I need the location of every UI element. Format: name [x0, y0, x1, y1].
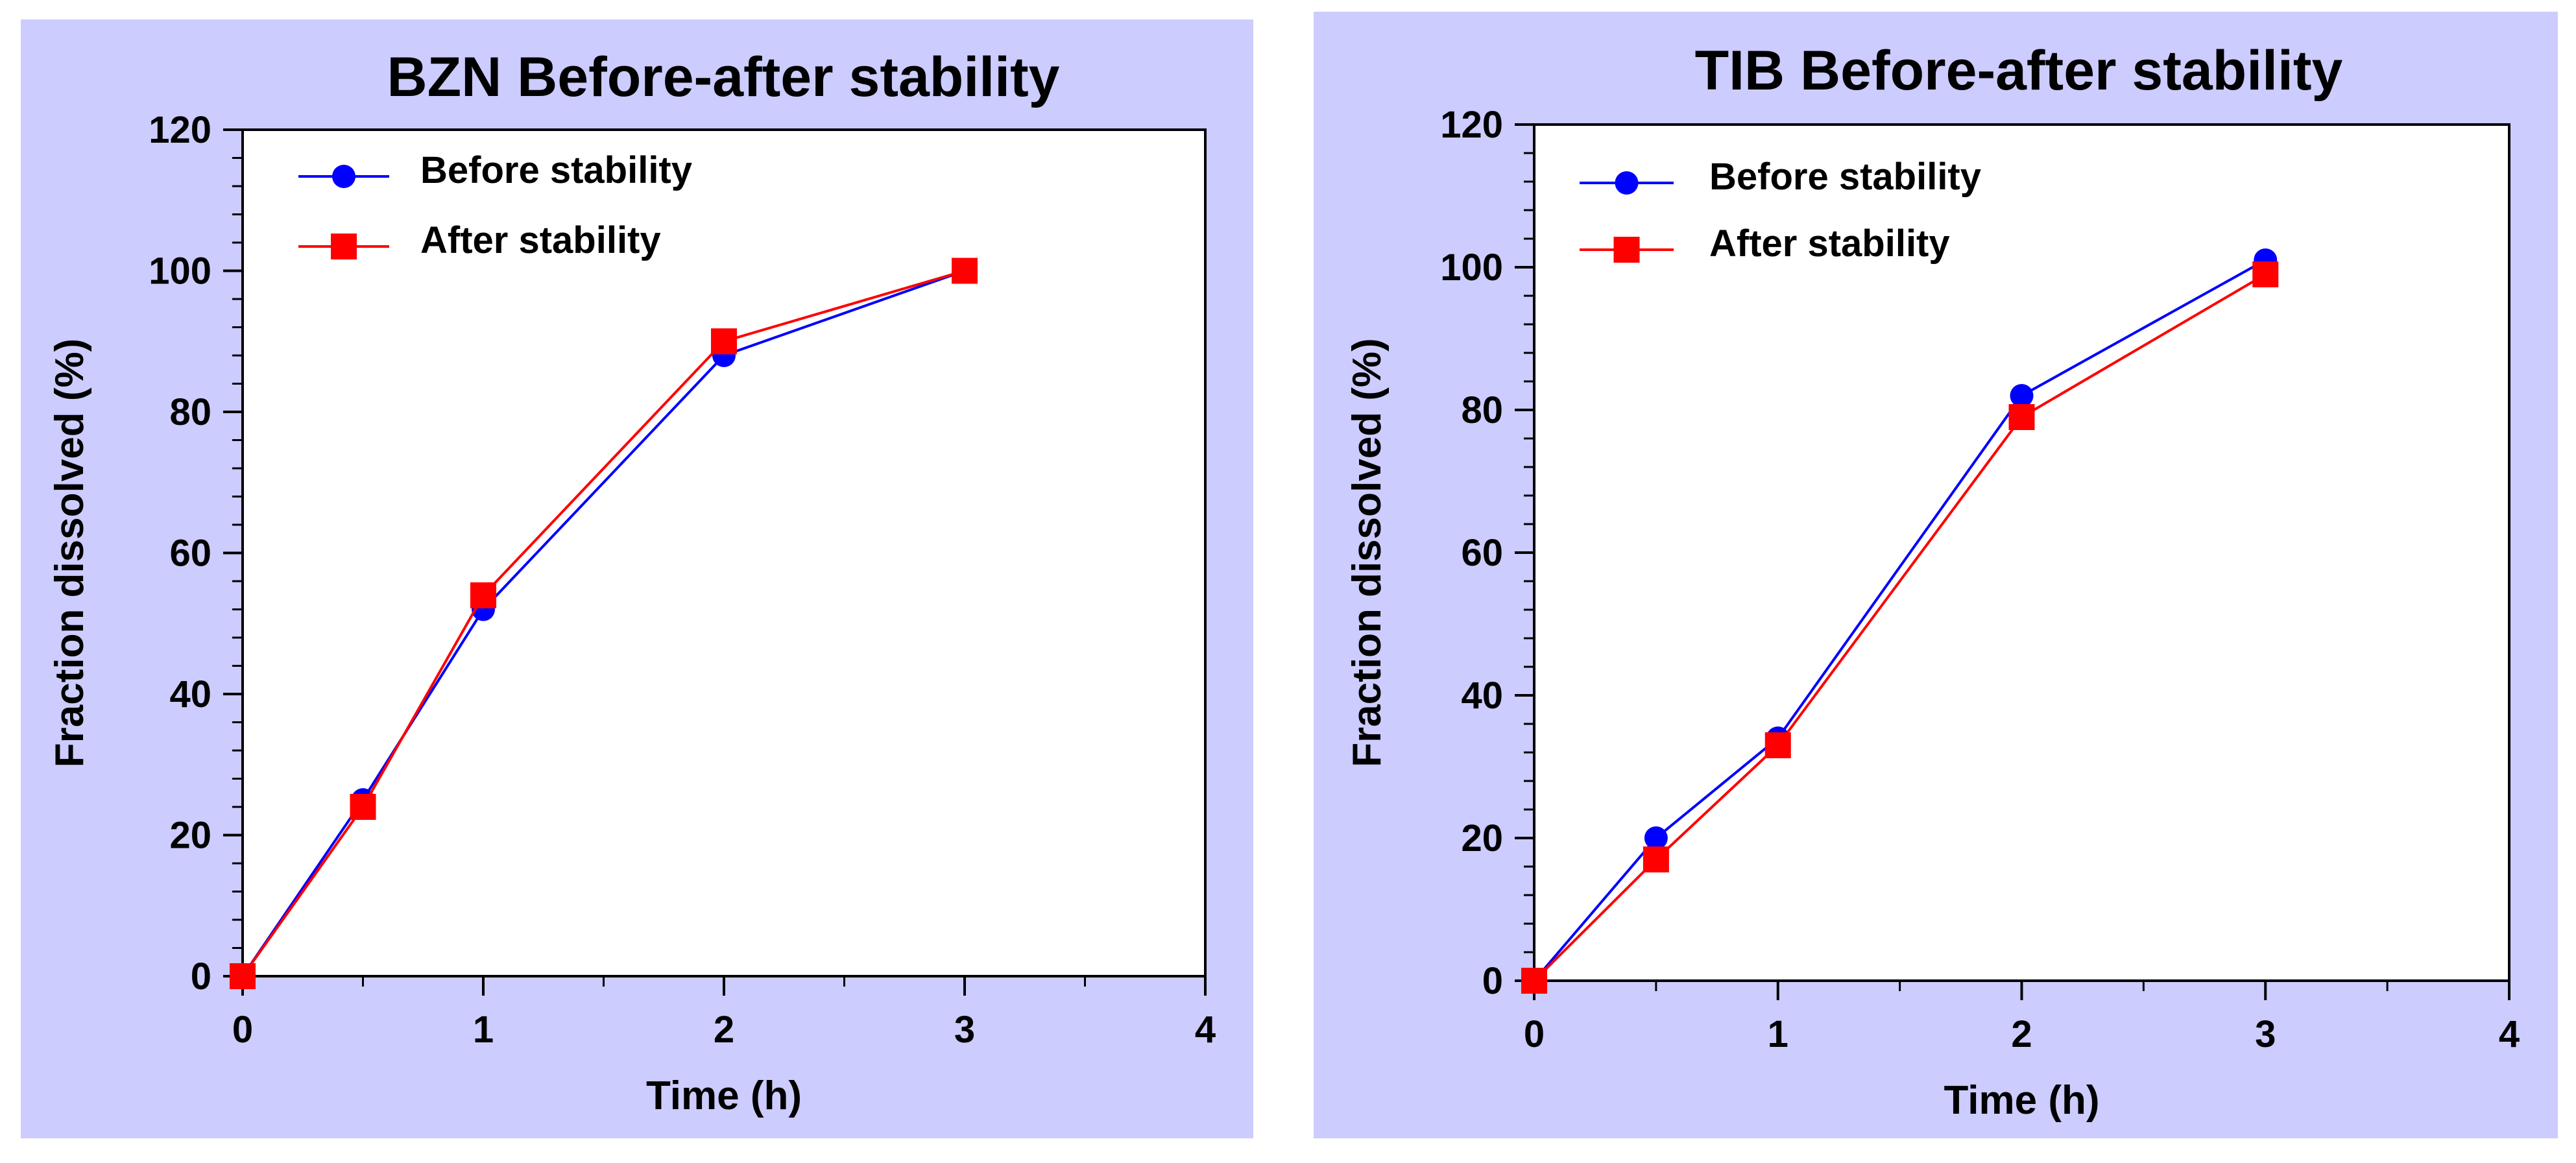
- legend-label: After stability: [1709, 222, 1950, 265]
- legend-label: After stability: [420, 219, 661, 261]
- data-point: [711, 328, 737, 355]
- x-tick-label: 2: [714, 1009, 734, 1051]
- y-axis-label: Fraction dissolved (%): [1345, 338, 1390, 767]
- y-tick-label: 100: [1440, 246, 1503, 289]
- legend-marker: [1613, 237, 1640, 263]
- legend-marker: [332, 165, 355, 188]
- data-point: [1764, 732, 1791, 758]
- y-tick-label: 40: [169, 673, 211, 715]
- y-tick-label: 80: [1461, 389, 1503, 431]
- y-tick-label: 120: [149, 109, 211, 151]
- x-axis-label: Time (h): [1944, 1078, 2100, 1123]
- legend-label: Before stability: [1709, 156, 1981, 198]
- x-tick-label: 1: [1768, 1013, 1788, 1055]
- x-tick-label: 3: [2255, 1013, 2276, 1055]
- y-tick-label: 0: [1482, 960, 1503, 1002]
- x-tick-label: 2: [2011, 1013, 2032, 1055]
- x-tick-label: 4: [2499, 1013, 2520, 1055]
- data-point: [952, 258, 978, 284]
- x-axis-label: Time (h): [646, 1073, 802, 1118]
- y-tick-label: 40: [1461, 675, 1503, 717]
- plot-area: [241, 128, 1207, 977]
- plot-area: [1533, 123, 2510, 982]
- legend-marker: [331, 234, 357, 259]
- x-tick-label: 0: [1524, 1013, 1545, 1055]
- x-tick-label: 4: [1195, 1009, 1216, 1051]
- y-tick-label: 60: [169, 533, 211, 575]
- y-tick-label: 20: [169, 815, 211, 857]
- data-point: [1644, 826, 1668, 850]
- data-point: [2008, 404, 2035, 430]
- data-point: [1521, 968, 1547, 994]
- y-tick-label: 60: [1461, 532, 1503, 574]
- legend-marker: [1615, 171, 1639, 195]
- y-tick-label: 120: [1440, 104, 1503, 146]
- data-point: [1643, 846, 1669, 872]
- y-tick-label: 100: [149, 250, 211, 293]
- chart-title: BZN Before-after stability: [387, 46, 1060, 108]
- x-tick-label: 3: [954, 1009, 975, 1051]
- y-axis-label: Fraction dissolved (%): [47, 339, 92, 767]
- data-point: [470, 582, 496, 608]
- y-tick-label: 0: [191, 955, 211, 998]
- y-tick-label: 20: [1461, 817, 1503, 859]
- y-tick-label: 80: [169, 391, 211, 433]
- data-point: [230, 963, 256, 989]
- x-tick-label: 0: [232, 1009, 253, 1051]
- data-point: [2010, 384, 2034, 407]
- x-tick-label: 1: [473, 1009, 494, 1051]
- data-point: [2252, 261, 2279, 287]
- legend-label: Before stability: [420, 149, 692, 191]
- data-point: [350, 794, 376, 820]
- chart-title: TIB Before-after stability: [1695, 40, 2343, 102]
